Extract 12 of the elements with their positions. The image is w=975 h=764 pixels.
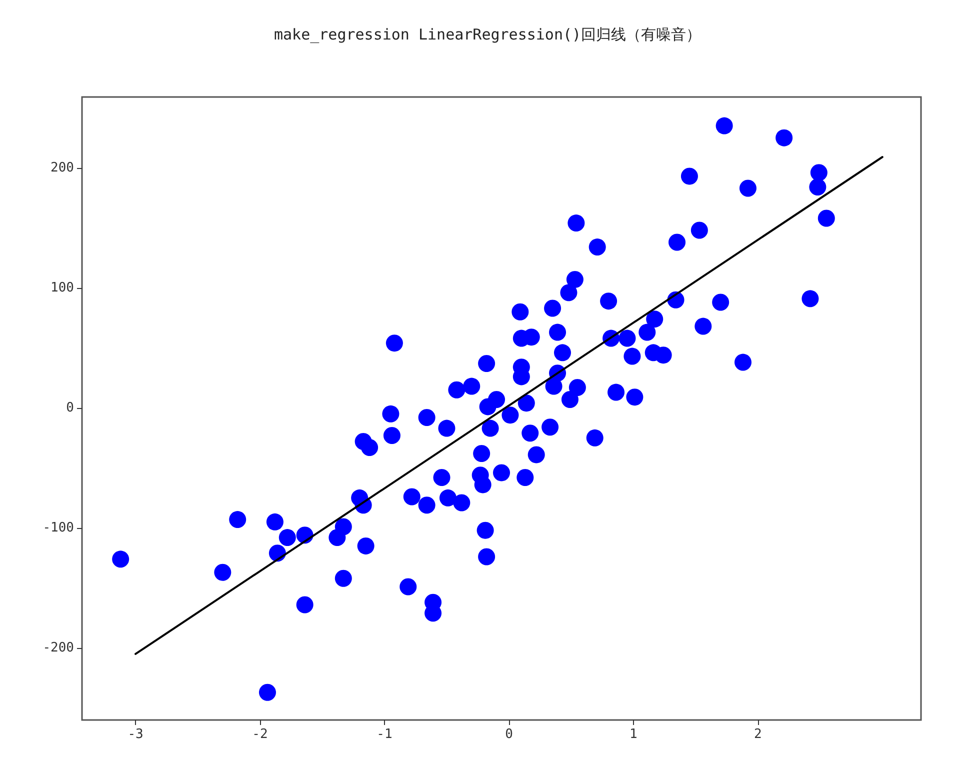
chart-title: make_regression LinearRegression()回归线（有噪音） xyxy=(274,26,702,44)
y-tick-label: -200 xyxy=(42,640,74,656)
x-tick-label: -1 xyxy=(376,727,392,742)
x-tick-label: -3 xyxy=(128,727,144,742)
x-tick-label: -2 xyxy=(252,727,268,742)
y-tick-label: 200 xyxy=(50,160,74,176)
x-tick-label: 1 xyxy=(630,727,638,742)
x-tick-label: 2 xyxy=(754,727,762,742)
x-tick-label: 0 xyxy=(505,727,513,742)
y-tick-label: -100 xyxy=(42,520,74,536)
y-tick-label: 100 xyxy=(50,280,74,296)
y-tick-label: 0 xyxy=(66,400,74,416)
